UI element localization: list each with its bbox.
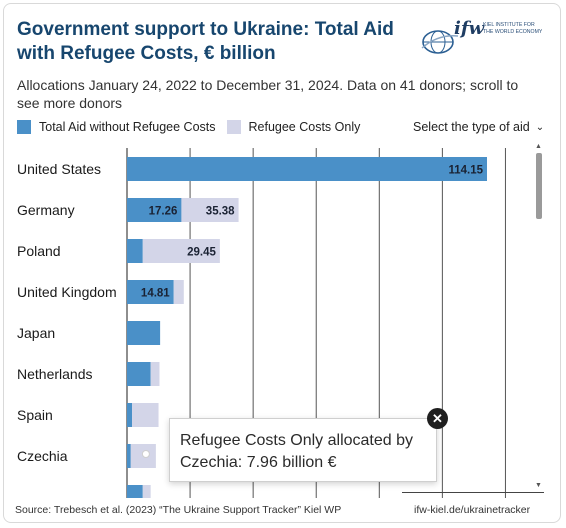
bar-total-aid[interactable]: [127, 198, 182, 222]
bar-total-aid[interactable]: [127, 485, 143, 498]
logo-line: KIEL INSTITUTE FOR: [483, 22, 535, 28]
bar-total-aid[interactable]: [127, 321, 161, 345]
bar-total-aid[interactable]: [127, 362, 151, 386]
footer-divider: [402, 492, 544, 493]
bar-refugee-costs[interactable]: [142, 485, 151, 498]
category-label: United Kingdom: [17, 284, 117, 300]
category-label: United States: [17, 161, 101, 177]
bar-refugee-costs[interactable]: [142, 239, 220, 263]
close-tooltip-button[interactable]: ✕: [427, 408, 448, 429]
tooltip-anchor-dot: [141, 450, 150, 458]
category-label: Spain: [17, 407, 53, 423]
bar-total-aid[interactable]: [127, 403, 133, 427]
data-label: 29.45: [187, 247, 216, 259]
source-note: Source: Trebesch et al. (2023) “The Ukra…: [15, 504, 342, 516]
bar-total-aid[interactable]: [127, 280, 174, 304]
category-label: Czechia: [17, 448, 68, 464]
chevron-down-icon: ⌄: [535, 121, 545, 133]
category-label: Poland: [17, 243, 61, 259]
legend-item-total-aid[interactable]: Total Aid without Refugee Costs: [17, 120, 216, 134]
bar-refugee-costs[interactable]: [173, 280, 184, 304]
chart-subtitle: Allocations January 24, 2022 to December…: [17, 77, 519, 111]
tooltip: Refugee Costs Only allocated by Czechia:…: [169, 418, 437, 482]
category-label: Netherlands: [17, 366, 93, 382]
chart-title: Government support to Ukraine: Total Aid…: [17, 19, 394, 64]
scrollbar-thumb[interactable]: [536, 153, 542, 219]
legend-label: Total Aid without Refugee Costs: [39, 120, 216, 134]
data-label: 35.38: [206, 206, 235, 218]
legend-swatch: [226, 120, 241, 134]
category-label: Japan: [17, 325, 55, 341]
legend: Total Aid without Refugee Costs Refugee …: [17, 120, 371, 134]
bar-chart: United States Germany Poland United Kingdom…: [17, 148, 506, 498]
aid-type-dropdown-label: Select the type of aid: [413, 120, 530, 134]
bar-refugee-costs[interactable]: [181, 198, 239, 222]
bar-refugee-costs[interactable]: [132, 403, 159, 427]
globe-icon: [421, 30, 459, 54]
category-label: Germany: [17, 202, 75, 218]
legend-swatch: [17, 120, 31, 134]
aid-type-dropdown[interactable]: Select the type of aid ⌄: [413, 120, 544, 134]
data-label: 14.81: [141, 288, 170, 300]
bar-total-aid[interactable]: [127, 157, 487, 181]
bar-refugee-costs[interactable]: [150, 362, 160, 386]
chart-card: Government support to Ukraine: Total Aid…: [3, 3, 561, 523]
data-label: 17.26: [149, 206, 178, 218]
logo-word: ifw: [454, 18, 486, 39]
legend-item-refugee-costs[interactable]: Refugee Costs Only: [226, 120, 361, 134]
scroll-down-arrow-icon[interactable]: ▼: [535, 482, 542, 489]
tooltip-text: Refugee Costs Only allocated by Czechia:…: [180, 432, 414, 471]
scroll-up-arrow-icon[interactable]: ▲: [535, 143, 542, 150]
bar-total-aid[interactable]: [127, 239, 143, 263]
tracker-link[interactable]: ifw-kiel.de/ukrainetracker: [414, 504, 531, 516]
kiel-institute-logo: ifw KIEL INSTITUTE FOR THE WORLD ECONOMY: [421, 18, 542, 54]
logo-line: THE WORLD ECONOMY: [483, 29, 542, 35]
bar-total-aid[interactable]: [127, 444, 131, 468]
legend-label: Refugee Costs Only: [248, 120, 361, 134]
data-label: 114.15: [448, 165, 483, 177]
